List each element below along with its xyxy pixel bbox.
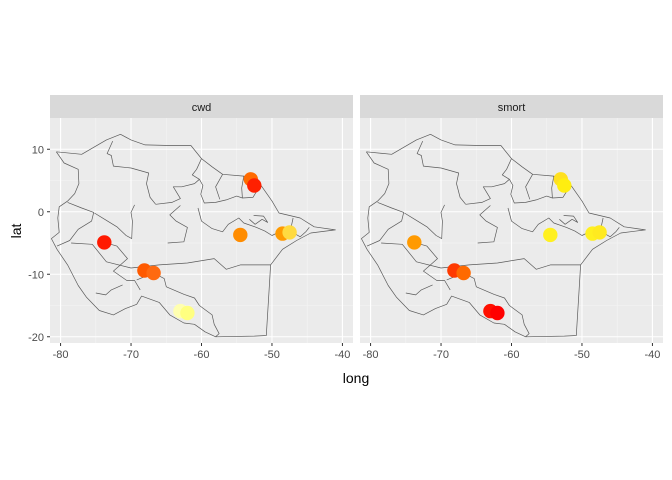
x-tick-label: -40 xyxy=(334,349,350,361)
x-tick-label: -50 xyxy=(264,349,280,361)
boundary-line xyxy=(215,174,223,200)
data-point xyxy=(233,227,248,243)
data-point xyxy=(592,225,607,240)
boundary-line xyxy=(465,179,510,205)
x-tick-label: -60 xyxy=(504,349,520,361)
data-point xyxy=(407,235,422,250)
data-point xyxy=(97,235,112,250)
data-point xyxy=(557,178,572,193)
boundary-line xyxy=(104,242,141,291)
strip-background xyxy=(360,95,663,118)
boundary-line xyxy=(507,207,592,236)
y-tick-label: 10 xyxy=(32,144,44,156)
x-tick-label: -40 xyxy=(644,349,660,361)
boundary-line xyxy=(95,284,123,296)
boundary-line xyxy=(241,176,245,199)
strip-label: smort xyxy=(498,102,526,114)
points-layer xyxy=(97,172,297,321)
points-layer xyxy=(407,172,607,321)
boundary-line xyxy=(551,176,555,199)
x-axis-title: long xyxy=(343,370,369,386)
boundary-line xyxy=(525,174,533,200)
boundary-line xyxy=(446,272,530,338)
boundary-line xyxy=(56,202,95,247)
data-point xyxy=(247,178,262,193)
boundary-line xyxy=(414,242,451,291)
boundary-line xyxy=(197,207,282,236)
gridlines xyxy=(50,118,353,343)
y-axis-title: lat xyxy=(8,224,24,239)
y-tick-label: 0 xyxy=(38,207,44,219)
boundary-line xyxy=(249,215,269,225)
boundary-line xyxy=(136,272,220,338)
boundary-line xyxy=(405,284,433,296)
panel-smort: smort xyxy=(360,95,663,343)
boundary-line xyxy=(51,133,336,338)
basemap-outline xyxy=(361,133,646,338)
boundary-line xyxy=(477,205,498,244)
gridlines xyxy=(360,118,663,343)
x-axis: -80 -70 -60 -50 -40 -80 -70 -60 -50 -40 xyxy=(53,343,660,361)
x-tick-label: -80 xyxy=(363,349,379,361)
x-tick-label: -50 xyxy=(574,349,590,361)
data-point xyxy=(490,305,505,321)
y-tick-label: -10 xyxy=(28,269,44,281)
data-point xyxy=(456,265,471,281)
x-tick-label: -70 xyxy=(433,349,449,361)
basemap-outline xyxy=(51,133,336,338)
boundary-line xyxy=(167,205,188,244)
data-point xyxy=(543,227,558,243)
boundary-line xyxy=(366,202,405,247)
x-tick-label: -70 xyxy=(123,349,139,361)
strip-label: cwd xyxy=(192,102,212,114)
boundary-line xyxy=(404,204,445,239)
y-tick-label: -20 xyxy=(28,332,44,344)
x-tick-label: -80 xyxy=(53,349,69,361)
data-point xyxy=(282,225,297,240)
boundary-line xyxy=(416,140,466,205)
data-point xyxy=(180,305,195,321)
boundary-line xyxy=(71,242,271,270)
y-axis: -20 -10 0 10 xyxy=(28,144,50,344)
boundary-line xyxy=(559,215,579,225)
boundary-line xyxy=(381,242,581,270)
panel-cwd: cwd xyxy=(50,95,353,343)
boundary-line xyxy=(94,204,135,239)
x-tick-label: -60 xyxy=(194,349,210,361)
strip-background xyxy=(50,95,353,118)
boundary-line xyxy=(155,179,200,205)
boundary-line xyxy=(361,133,646,338)
boundary-line xyxy=(106,140,156,205)
data-point xyxy=(146,265,161,281)
